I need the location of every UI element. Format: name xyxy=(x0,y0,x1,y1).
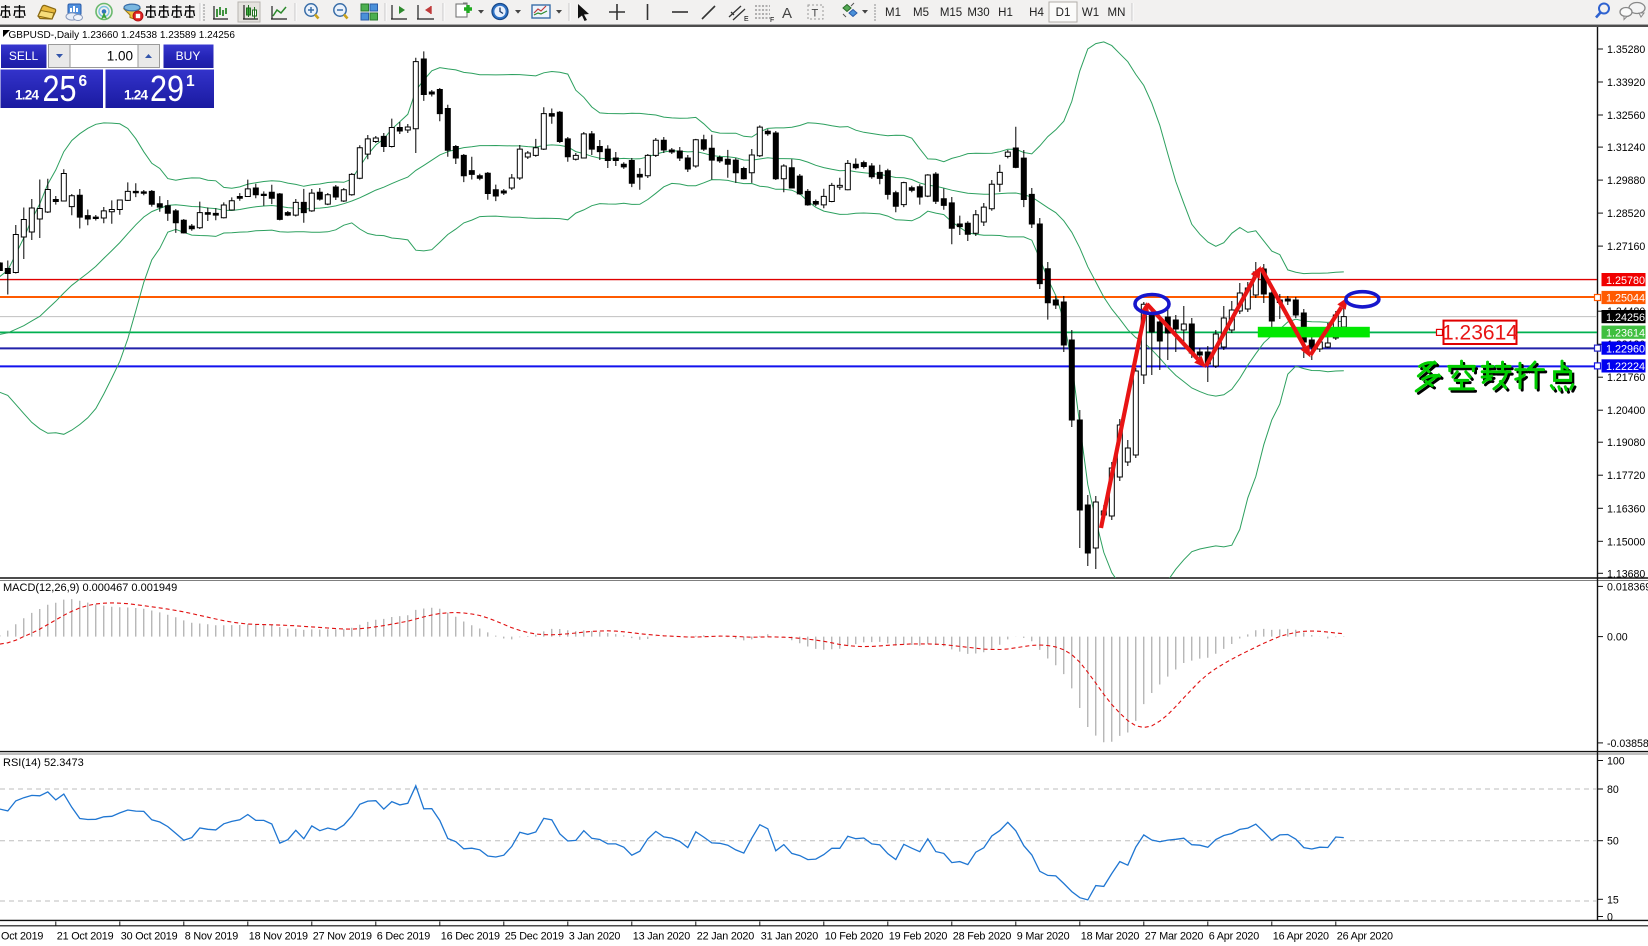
svg-text:1.27160: 1.27160 xyxy=(1607,241,1645,253)
svg-text:19 Feb 2020: 19 Feb 2020 xyxy=(889,931,948,943)
svg-text:1.23660 1.24538 1.23589 1.2425: 1.23660 1.24538 1.23589 1.24256 xyxy=(82,30,235,41)
svg-text:M5: M5 xyxy=(913,7,929,19)
svg-text:1.21760: 1.21760 xyxy=(1607,372,1645,384)
svg-text:16 Apr 2020: 16 Apr 2020 xyxy=(1273,931,1329,943)
svg-text:30 Oct 2019: 30 Oct 2019 xyxy=(121,931,178,943)
svg-text:Oct 2019: Oct 2019 xyxy=(1,931,43,943)
svg-text:1.35280: 1.35280 xyxy=(1607,44,1645,56)
svg-text:RSI(14) 52.3473: RSI(14) 52.3473 xyxy=(3,757,84,769)
svg-text:1.13680: 1.13680 xyxy=(1607,568,1645,580)
svg-text:18 Nov 2019: 18 Nov 2019 xyxy=(249,931,308,943)
svg-text:1.28520: 1.28520 xyxy=(1607,208,1645,220)
svg-text:F: F xyxy=(770,17,774,24)
svg-text:1.16360: 1.16360 xyxy=(1607,503,1645,515)
svg-text:15: 15 xyxy=(1607,894,1619,906)
svg-text:E: E xyxy=(744,16,749,23)
svg-text:1.15000: 1.15000 xyxy=(1607,536,1645,548)
svg-text:1.31240: 1.31240 xyxy=(1607,142,1645,154)
svg-text:W1: W1 xyxy=(1082,7,1099,19)
svg-text:0: 0 xyxy=(1607,912,1613,924)
svg-text:6 Apr 2020: 6 Apr 2020 xyxy=(1209,931,1259,943)
svg-text:1.22960: 1.22960 xyxy=(1606,343,1645,355)
svg-text:27 Nov 2019: 27 Nov 2019 xyxy=(313,931,372,943)
svg-text:1.24256: 1.24256 xyxy=(1606,312,1645,324)
svg-text:28 Feb 2020: 28 Feb 2020 xyxy=(953,931,1012,943)
svg-text:1.29880: 1.29880 xyxy=(1607,175,1645,187)
svg-text:3 Jan 2020: 3 Jan 2020 xyxy=(569,931,621,943)
svg-text:1.32560: 1.32560 xyxy=(1607,110,1645,122)
svg-text:31 Jan 2020: 31 Jan 2020 xyxy=(761,931,818,943)
svg-text:100: 100 xyxy=(1607,756,1625,768)
svg-text:1.33920: 1.33920 xyxy=(1607,77,1645,89)
svg-text:13 Jan 2020: 13 Jan 2020 xyxy=(633,931,690,943)
svg-text:29: 29 xyxy=(150,68,184,109)
svg-text:-0.038585: -0.038585 xyxy=(1607,738,1648,750)
svg-text:M15: M15 xyxy=(940,7,962,19)
svg-text:6 Dec 2019: 6 Dec 2019 xyxy=(377,931,430,943)
svg-text:A: A xyxy=(782,5,792,22)
svg-text:1.25044: 1.25044 xyxy=(1606,293,1645,305)
svg-text:1: 1 xyxy=(186,73,195,90)
svg-text:1.17720: 1.17720 xyxy=(1607,470,1645,482)
svg-text:GBPUSD-,Daily: GBPUSD-,Daily xyxy=(9,30,80,41)
svg-text:16 Dec 2019: 16 Dec 2019 xyxy=(441,931,500,943)
svg-text:1.19080: 1.19080 xyxy=(1607,437,1645,449)
svg-text:M30: M30 xyxy=(967,7,989,19)
svg-text:T: T xyxy=(812,8,819,20)
svg-text:10 Feb 2020: 10 Feb 2020 xyxy=(825,931,884,943)
svg-text:25 Dec 2019: 25 Dec 2019 xyxy=(505,931,564,943)
svg-text:MACD(12,26,9) 0.000467 0.00194: MACD(12,26,9) 0.000467 0.001949 xyxy=(3,582,177,594)
svg-text:H1: H1 xyxy=(998,7,1013,19)
svg-text:0.00: 0.00 xyxy=(1607,632,1628,644)
svg-text:M1: M1 xyxy=(885,7,901,19)
svg-text:50: 50 xyxy=(1607,836,1619,848)
svg-text:1.24: 1.24 xyxy=(124,88,148,103)
svg-text:1.00: 1.00 xyxy=(107,49,133,64)
svg-text:1.23614: 1.23614 xyxy=(1606,327,1645,339)
svg-text:27 Mar 2020: 27 Mar 2020 xyxy=(1145,931,1204,943)
svg-text:80: 80 xyxy=(1607,784,1619,796)
svg-text:D1: D1 xyxy=(1056,7,1071,19)
svg-text:25: 25 xyxy=(43,68,77,109)
svg-text:0.018369: 0.018369 xyxy=(1607,581,1648,593)
svg-text:1.23614: 1.23614 xyxy=(1442,322,1518,345)
svg-text:MN: MN xyxy=(1108,7,1126,19)
svg-text:1.20400: 1.20400 xyxy=(1607,405,1645,417)
svg-text:1.24: 1.24 xyxy=(15,88,39,103)
svg-text:BUY: BUY xyxy=(176,49,201,63)
svg-text:SELL: SELL xyxy=(9,49,39,63)
svg-text:8 Nov 2019: 8 Nov 2019 xyxy=(185,931,238,943)
svg-text:21 Oct 2019: 21 Oct 2019 xyxy=(57,931,114,943)
svg-text:9 Mar 2020: 9 Mar 2020 xyxy=(1017,931,1070,943)
svg-text:1.25780: 1.25780 xyxy=(1606,275,1645,287)
svg-text:6: 6 xyxy=(79,73,88,90)
svg-text:H4: H4 xyxy=(1029,7,1044,19)
svg-text:22 Jan 2020: 22 Jan 2020 xyxy=(697,931,754,943)
svg-text:1.22224: 1.22224 xyxy=(1606,361,1645,373)
svg-text:18 Mar 2020: 18 Mar 2020 xyxy=(1081,931,1140,943)
svg-text:26 Apr 2020: 26 Apr 2020 xyxy=(1337,931,1393,943)
